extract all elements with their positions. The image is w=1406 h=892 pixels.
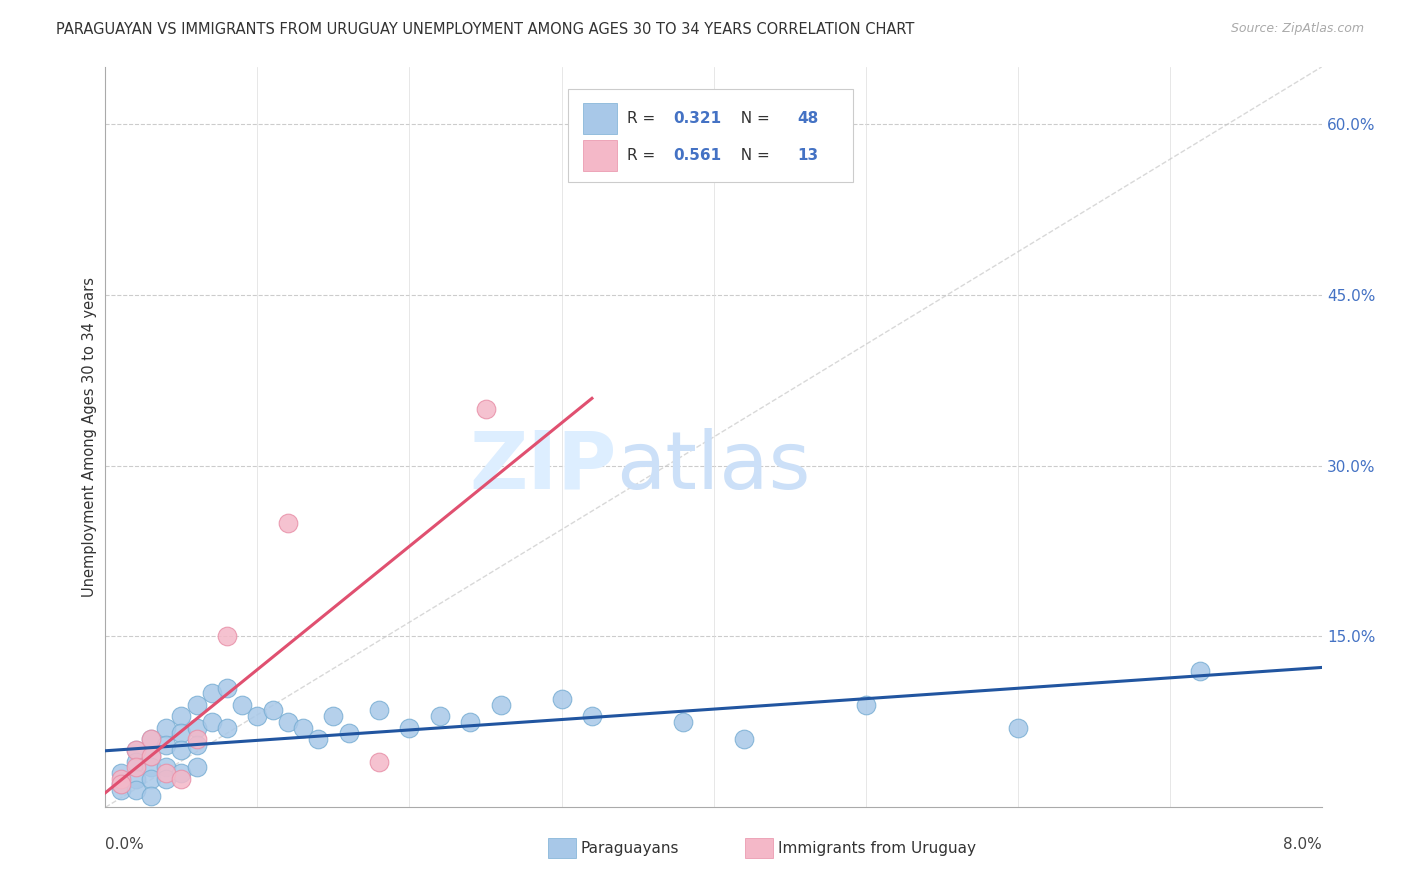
Point — [186, 760, 208, 774]
Point — [186, 698, 208, 712]
Point — [125, 783, 148, 797]
Point — [125, 755, 148, 769]
Point — [246, 709, 269, 723]
Point — [139, 731, 162, 746]
Point — [170, 766, 193, 780]
Point — [292, 721, 315, 735]
Point — [277, 516, 299, 530]
Point — [201, 714, 224, 729]
Point — [139, 772, 162, 786]
Text: N =: N = — [731, 112, 775, 127]
Point — [155, 721, 177, 735]
Point — [139, 749, 162, 764]
FancyBboxPatch shape — [583, 103, 617, 135]
Point — [186, 738, 208, 752]
Point — [125, 760, 148, 774]
Point — [170, 772, 193, 786]
Point — [186, 721, 208, 735]
Point — [217, 681, 239, 695]
Point — [186, 731, 208, 746]
Point — [139, 731, 162, 746]
Point — [337, 726, 360, 740]
Point — [217, 629, 239, 643]
Point — [474, 401, 496, 416]
Point — [170, 743, 193, 757]
Point — [277, 714, 299, 729]
Text: R =: R = — [627, 112, 661, 127]
Text: atlas: atlas — [616, 427, 811, 506]
Point — [110, 766, 132, 780]
Point — [855, 698, 877, 712]
Text: 8.0%: 8.0% — [1282, 837, 1322, 852]
Point — [110, 777, 132, 791]
Point — [1188, 664, 1211, 678]
Text: Immigrants from Uruguay: Immigrants from Uruguay — [778, 841, 976, 855]
Text: N =: N = — [731, 148, 775, 163]
Y-axis label: Unemployment Among Ages 30 to 34 years: Unemployment Among Ages 30 to 34 years — [82, 277, 97, 597]
Point — [429, 709, 451, 723]
Text: 13: 13 — [797, 148, 818, 163]
Point — [581, 709, 603, 723]
Point — [458, 714, 481, 729]
Text: R =: R = — [627, 148, 661, 163]
Text: Paraguayans: Paraguayans — [581, 841, 679, 855]
Text: 48: 48 — [797, 112, 818, 127]
Point — [155, 766, 177, 780]
Point — [550, 692, 572, 706]
Point — [110, 783, 132, 797]
Point — [672, 714, 695, 729]
Point — [231, 698, 253, 712]
FancyBboxPatch shape — [568, 89, 853, 182]
Point — [110, 772, 132, 786]
Point — [139, 749, 162, 764]
Point — [368, 703, 391, 717]
Point — [170, 726, 193, 740]
FancyBboxPatch shape — [583, 140, 617, 171]
Point — [307, 731, 329, 746]
Point — [322, 709, 344, 723]
Text: 0.321: 0.321 — [673, 112, 721, 127]
Text: 0.0%: 0.0% — [105, 837, 145, 852]
Point — [262, 703, 284, 717]
Point — [368, 755, 391, 769]
Text: ZIP: ZIP — [470, 427, 616, 506]
Point — [155, 760, 177, 774]
Point — [155, 738, 177, 752]
Point — [398, 721, 420, 735]
Point — [489, 698, 512, 712]
Point — [201, 686, 224, 700]
Point — [217, 721, 239, 735]
Text: Source: ZipAtlas.com: Source: ZipAtlas.com — [1230, 22, 1364, 36]
Point — [155, 772, 177, 786]
Point — [170, 709, 193, 723]
Point — [125, 743, 148, 757]
Point — [110, 777, 132, 791]
Point — [139, 789, 162, 803]
Point — [1007, 721, 1029, 735]
Point — [125, 743, 148, 757]
Point — [125, 772, 148, 786]
Point — [139, 760, 162, 774]
Text: PARAGUAYAN VS IMMIGRANTS FROM URUGUAY UNEMPLOYMENT AMONG AGES 30 TO 34 YEARS COR: PARAGUAYAN VS IMMIGRANTS FROM URUGUAY UN… — [56, 22, 915, 37]
Point — [733, 731, 755, 746]
Text: 0.561: 0.561 — [673, 148, 721, 163]
